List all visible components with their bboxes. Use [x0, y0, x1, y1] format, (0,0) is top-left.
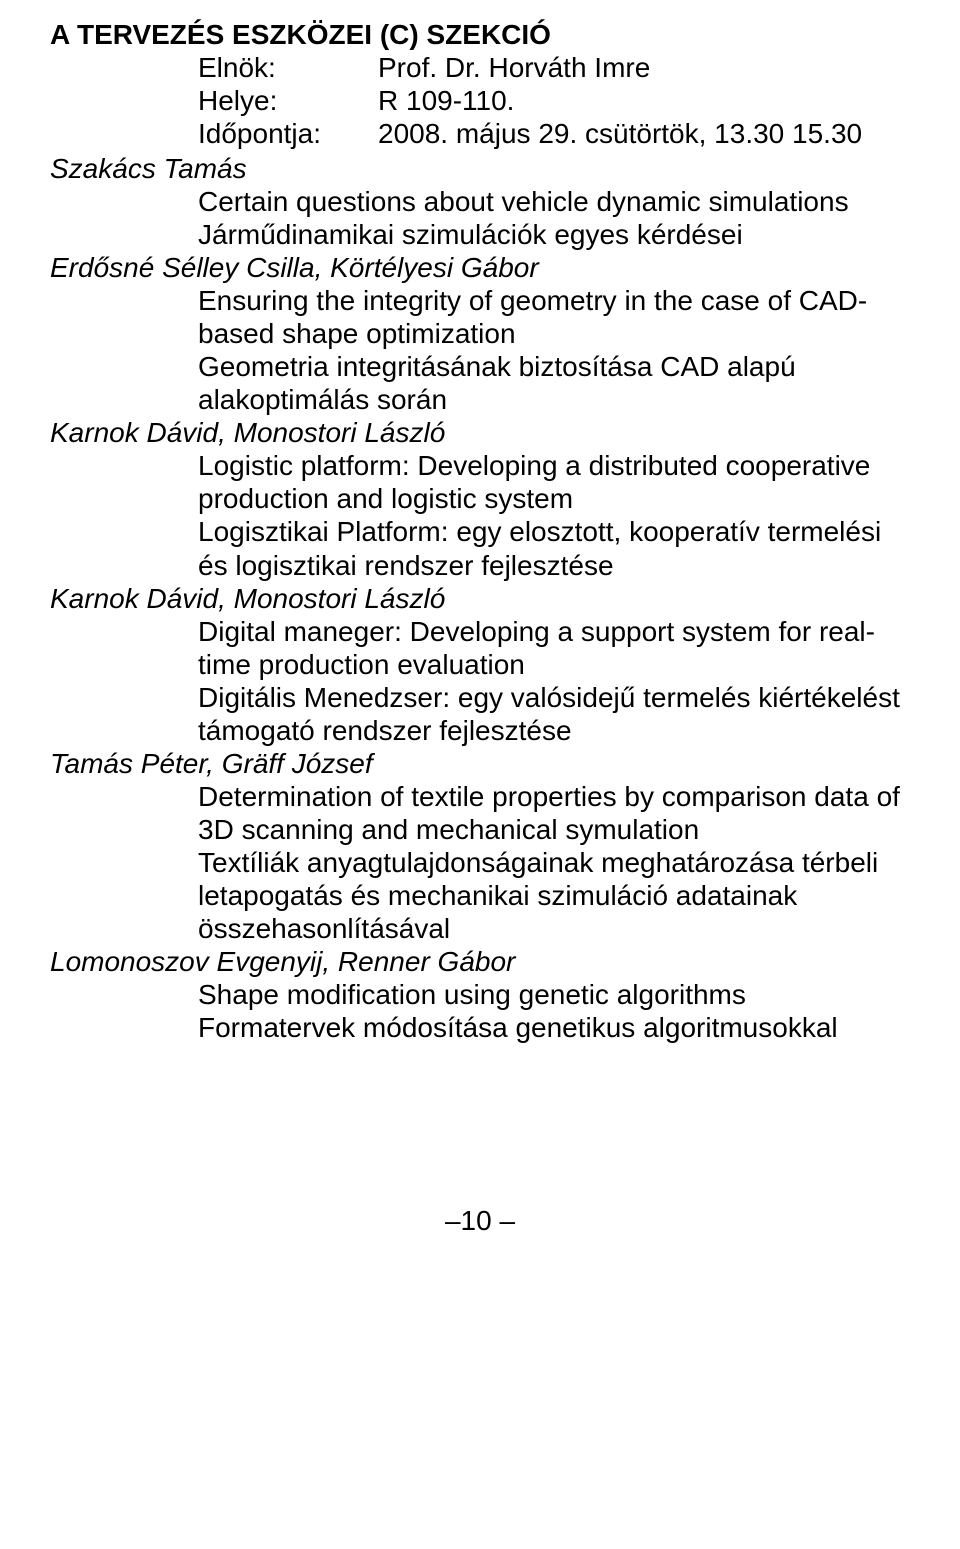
place-label: Helye:	[198, 84, 378, 117]
time-label: Időpontja:	[198, 117, 378, 150]
talk-line: Digitális Menedzser: egy valósidejű term…	[50, 681, 910, 747]
entry: Karnok Dávid, Monostori LászlóDigital ma…	[50, 582, 910, 747]
place-value: R 109-110.	[378, 84, 514, 117]
header-row-place: Helye: R 109-110.	[50, 84, 910, 117]
author: Karnok Dávid, Monostori László	[50, 582, 910, 615]
header-row-time: Időpontja: 2008. május 29. csütörtök, 13…	[50, 117, 910, 150]
entry: Erdősné Sélley Csilla, Körtélyesi GáborE…	[50, 251, 910, 416]
talk-line: Formatervek módosítása genetikus algorit…	[50, 1011, 910, 1044]
header-block: Elnök: Prof. Dr. Horváth Imre Helye: R 1…	[50, 51, 910, 150]
talk-line: Logisztikai Platform: egy elosztott, koo…	[50, 515, 910, 581]
entry: Karnok Dávid, Monostori LászlóLogistic p…	[50, 416, 910, 581]
header-row-chair: Elnök: Prof. Dr. Horváth Imre	[50, 51, 910, 84]
talk-line: Geometria integritásának biztosítása CAD…	[50, 350, 910, 416]
author: Szakács Tamás	[50, 152, 910, 185]
talk-line: Logistic platform: Developing a distribu…	[50, 449, 910, 515]
entries-list: Szakács TamásCertain questions about veh…	[50, 152, 910, 1044]
talk-line: Determination of textile properties by c…	[50, 780, 910, 846]
talk-line: Digital maneger: Developing a support sy…	[50, 615, 910, 681]
entry: Szakács TamásCertain questions about veh…	[50, 152, 910, 251]
chair-value: Prof. Dr. Horváth Imre	[378, 51, 650, 84]
section-title: A TERVEZÉS ESZKÖZEI (C) SZEKCIÓ	[50, 18, 910, 51]
author: Erdősné Sélley Csilla, Körtélyesi Gábor	[50, 251, 910, 284]
talk-line: Textíliák anyagtulajdonságainak meghatár…	[50, 846, 910, 945]
time-value: 2008. május 29. csütörtök, 13.30 15.30	[378, 117, 862, 150]
talk-line: Ensuring the integrity of geometry in th…	[50, 284, 910, 350]
author: Tamás Péter, Gräff József	[50, 747, 910, 780]
entry: Tamás Péter, Gräff JózsefDetermination o…	[50, 747, 910, 945]
chair-label: Elnök:	[198, 51, 378, 84]
talk-line: Certain questions about vehicle dynamic …	[50, 185, 910, 218]
page-number: –10 –	[50, 1204, 910, 1237]
author: Karnok Dávid, Monostori László	[50, 416, 910, 449]
entry: Lomonoszov Evgenyij, Renner GáborShape m…	[50, 945, 910, 1044]
talk-line: Járműdinamikai szimulációk egyes kérdése…	[50, 218, 910, 251]
talk-line: Shape modification using genetic algorit…	[50, 978, 910, 1011]
author: Lomonoszov Evgenyij, Renner Gábor	[50, 945, 910, 978]
